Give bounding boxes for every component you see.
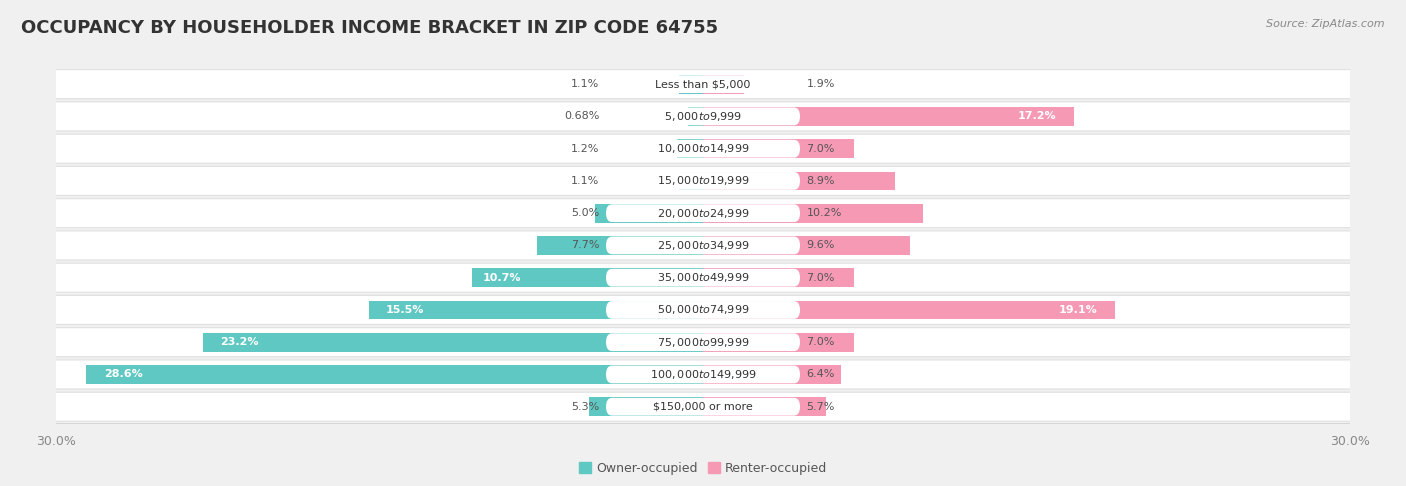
Legend: Owner-occupied, Renter-occupied: Owner-occupied, Renter-occupied xyxy=(574,457,832,480)
Text: $20,000 to $24,999: $20,000 to $24,999 xyxy=(657,207,749,220)
Bar xyxy=(86,365,703,384)
FancyBboxPatch shape xyxy=(606,301,800,319)
Bar xyxy=(703,107,1074,126)
Text: 7.7%: 7.7% xyxy=(571,241,599,250)
Text: $15,000 to $19,999: $15,000 to $19,999 xyxy=(657,174,749,188)
Bar xyxy=(595,204,703,223)
FancyBboxPatch shape xyxy=(606,140,800,157)
FancyBboxPatch shape xyxy=(606,269,800,287)
Bar xyxy=(703,300,1115,319)
Text: 19.1%: 19.1% xyxy=(1059,305,1098,315)
Text: 9.6%: 9.6% xyxy=(807,241,835,250)
FancyBboxPatch shape xyxy=(606,75,800,93)
Bar xyxy=(703,398,825,416)
FancyBboxPatch shape xyxy=(606,172,800,190)
Bar xyxy=(689,107,703,126)
Text: 1.1%: 1.1% xyxy=(571,79,599,89)
FancyBboxPatch shape xyxy=(45,102,1361,131)
Text: 1.9%: 1.9% xyxy=(807,79,835,89)
Text: 28.6%: 28.6% xyxy=(104,369,142,380)
Text: $5,000 to $9,999: $5,000 to $9,999 xyxy=(664,110,742,123)
Text: $75,000 to $99,999: $75,000 to $99,999 xyxy=(657,336,749,348)
Bar xyxy=(703,365,841,384)
Text: 1.1%: 1.1% xyxy=(571,176,599,186)
Bar xyxy=(703,204,922,223)
FancyBboxPatch shape xyxy=(606,204,800,222)
FancyBboxPatch shape xyxy=(45,231,1361,260)
Text: 5.0%: 5.0% xyxy=(571,208,599,218)
FancyBboxPatch shape xyxy=(606,333,800,351)
Text: 0.68%: 0.68% xyxy=(564,111,599,122)
Bar xyxy=(703,139,853,158)
Bar xyxy=(679,172,703,191)
Bar xyxy=(703,236,910,255)
Text: $25,000 to $34,999: $25,000 to $34,999 xyxy=(657,239,749,252)
Text: $10,000 to $14,999: $10,000 to $14,999 xyxy=(657,142,749,155)
FancyBboxPatch shape xyxy=(45,295,1361,325)
Bar xyxy=(703,172,894,191)
Text: $150,000 or more: $150,000 or more xyxy=(654,402,752,412)
Text: Less than $5,000: Less than $5,000 xyxy=(655,79,751,89)
FancyBboxPatch shape xyxy=(606,237,800,254)
Text: 17.2%: 17.2% xyxy=(1018,111,1056,122)
Bar xyxy=(368,300,703,319)
Text: Source: ZipAtlas.com: Source: ZipAtlas.com xyxy=(1267,19,1385,30)
FancyBboxPatch shape xyxy=(45,166,1361,195)
Text: 7.0%: 7.0% xyxy=(807,144,835,154)
Bar xyxy=(703,75,744,93)
Text: 15.5%: 15.5% xyxy=(387,305,425,315)
Text: 10.2%: 10.2% xyxy=(807,208,842,218)
FancyBboxPatch shape xyxy=(606,398,800,416)
Text: $35,000 to $49,999: $35,000 to $49,999 xyxy=(657,271,749,284)
Text: $100,000 to $149,999: $100,000 to $149,999 xyxy=(650,368,756,381)
FancyBboxPatch shape xyxy=(45,360,1361,389)
Text: 7.0%: 7.0% xyxy=(807,337,835,347)
Text: 8.9%: 8.9% xyxy=(807,176,835,186)
Bar xyxy=(589,398,703,416)
Text: 23.2%: 23.2% xyxy=(221,337,259,347)
Text: 1.2%: 1.2% xyxy=(571,144,599,154)
Bar xyxy=(678,139,703,158)
FancyBboxPatch shape xyxy=(606,365,800,383)
Text: 6.4%: 6.4% xyxy=(807,369,835,380)
FancyBboxPatch shape xyxy=(45,328,1361,357)
FancyBboxPatch shape xyxy=(45,392,1361,421)
Text: 5.3%: 5.3% xyxy=(571,402,599,412)
Text: $50,000 to $74,999: $50,000 to $74,999 xyxy=(657,303,749,316)
FancyBboxPatch shape xyxy=(45,134,1361,163)
FancyBboxPatch shape xyxy=(606,107,800,125)
Text: 10.7%: 10.7% xyxy=(484,273,522,283)
FancyBboxPatch shape xyxy=(45,69,1361,99)
Text: 7.0%: 7.0% xyxy=(807,273,835,283)
Bar xyxy=(537,236,703,255)
FancyBboxPatch shape xyxy=(45,199,1361,227)
Bar xyxy=(703,268,853,287)
Bar xyxy=(679,75,703,93)
FancyBboxPatch shape xyxy=(45,263,1361,292)
Bar xyxy=(472,268,703,287)
Text: 5.7%: 5.7% xyxy=(807,402,835,412)
Bar xyxy=(202,333,703,351)
Bar xyxy=(703,333,853,351)
Text: OCCUPANCY BY HOUSEHOLDER INCOME BRACKET IN ZIP CODE 64755: OCCUPANCY BY HOUSEHOLDER INCOME BRACKET … xyxy=(21,19,718,37)
